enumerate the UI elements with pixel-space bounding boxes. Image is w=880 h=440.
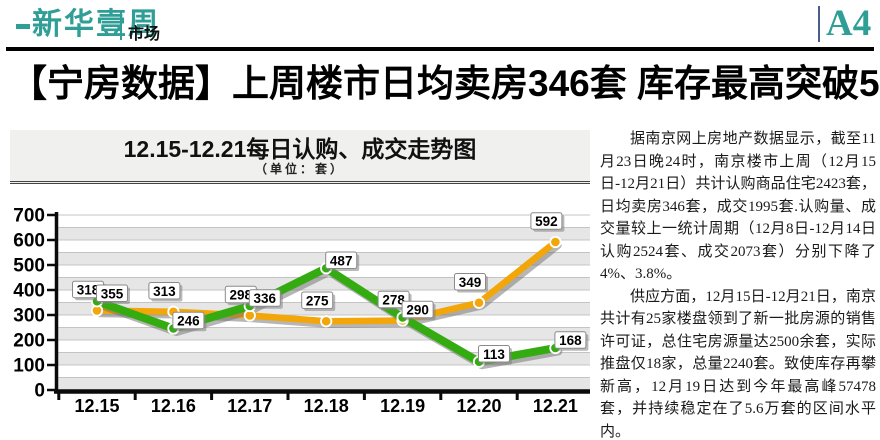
svg-text:168: 168: [559, 333, 582, 348]
masthead-logo: 新华壹周: [16, 6, 160, 44]
article-paragraph: 供应方面，12月15日-12月21日，南京共计有25家楼盘领到了新一批房源的销售…: [600, 288, 876, 440]
svg-text:600: 600: [13, 231, 45, 252]
chart-subtitle: （单位：套）: [254, 162, 345, 176]
svg-text:400: 400: [13, 281, 45, 302]
svg-text:0: 0: [34, 381, 45, 402]
masthead-logo-text: 新华壹周: [32, 8, 160, 41]
svg-text:12.21: 12.21: [533, 396, 578, 416]
logo-dash-icon: [16, 23, 30, 29]
svg-text:500: 500: [13, 256, 45, 277]
masthead: 新华壹周 市场 A4: [0, 0, 880, 47]
chart-svg: 0 100 200 300 400 500 600 700 12.15 12.16 12.17 12.…: [13, 206, 596, 416]
svg-text:278: 278: [382, 293, 405, 308]
svg-text:300: 300: [13, 306, 45, 327]
article-body: 据南京网上房地产数据显示，截至11月23日晚24时，南京楼市上周（12月15日-…: [600, 128, 880, 440]
svg-text:355: 355: [101, 286, 124, 301]
svg-text:100: 100: [13, 356, 45, 377]
section-divider: [120, 10, 122, 40]
svg-text:12.18: 12.18: [304, 396, 349, 416]
chart-titlebar: 12.15-12.21每日认购、成交走势图 （单位：套）: [10, 130, 590, 184]
headline: 【宁房数据】上周楼市日均卖房346套 库存最高突破5.7万: [10, 63, 880, 104]
svg-text:592: 592: [535, 214, 558, 229]
svg-text:12.19: 12.19: [380, 396, 425, 416]
svg-text:700: 700: [13, 206, 45, 227]
svg-text:200: 200: [13, 331, 45, 352]
svg-text:12.17: 12.17: [227, 396, 272, 416]
chart-title: 12.15-12.21每日认购、成交走势图: [123, 136, 477, 162]
masthead-rule: [6, 47, 874, 51]
section-label: 市场: [128, 26, 161, 43]
svg-text:349: 349: [459, 275, 482, 290]
svg-text:246: 246: [177, 314, 200, 329]
svg-text:113: 113: [483, 347, 505, 362]
svg-text:336: 336: [254, 291, 277, 306]
svg-text:275: 275: [306, 293, 329, 308]
svg-text:318: 318: [77, 283, 100, 298]
svg-text:487: 487: [330, 253, 353, 268]
line-chart: 0 100 200 300 400 500 600 700 12.15 12.16 12.17 12.…: [10, 184, 596, 440]
svg-text:12.20: 12.20: [456, 396, 501, 416]
page-number: A4: [826, 3, 872, 44]
svg-text:290: 290: [406, 303, 429, 318]
svg-text:12.16: 12.16: [151, 396, 196, 416]
svg-text:298: 298: [230, 288, 253, 303]
article-paragraph: 据南京网上房地产数据显示，截至11月23日晚24时，南京楼市上周（12月15日-…: [600, 131, 880, 282]
chart-panel: 12.15-12.21每日认购、成交走势图 （单位：套） 0 100 200 300 4…: [10, 130, 596, 440]
page-number-divider: [818, 6, 820, 42]
svg-text:313: 313: [153, 284, 176, 299]
svg-text:12.15: 12.15: [74, 396, 119, 416]
